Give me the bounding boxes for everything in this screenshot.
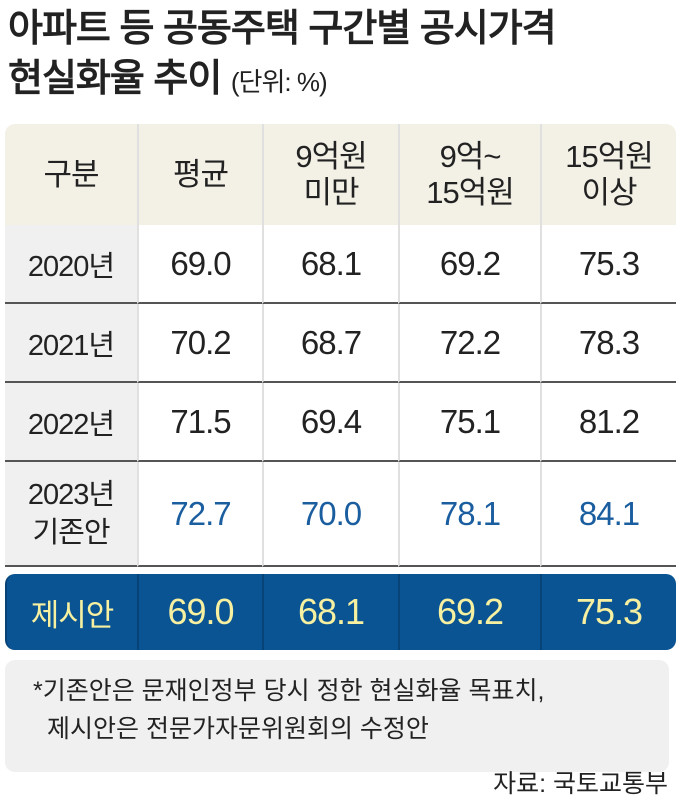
row-label: 제시안 [5,574,137,650]
cell-value: 68.1 [262,225,398,304]
cell-value: 70.2 [137,304,262,383]
cell-value: 72.2 [398,304,540,383]
table-row: 2020년 69.0 68.1 69.2 75.3 [5,225,676,304]
footnote-line-2: 제시안은 전문가자문위원회의 수정안 [47,715,429,743]
data-table: 구분 평균 9억원 미만 9억~ 15억원 15억원 이상 2020년 69.0… [5,124,676,650]
column-header: 9억~ 15억원 [398,124,540,225]
chart-title: 아파트 등 공동주택 구간별 공시가격 현실화율 추이 (단위: %) [8,4,557,107]
cell-value: 71.5 [137,383,262,462]
cell-value: 69.4 [262,383,398,462]
title-line-1: 아파트 등 공동주택 구간별 공시가격 [8,8,557,50]
row-label: 2023년 기존안 [5,462,137,567]
footnote: *기존안은 문재인정부 당시 정한 현실화율 목표치, 제시안은 전문가자문위원… [5,660,669,772]
column-header: 9억원 미만 [262,124,398,225]
cell-value: 84.1 [540,462,676,567]
cell-value: 75.1 [398,383,540,462]
cell-value: 75.3 [540,574,676,650]
footnote-line-1: *기존안은 문재인정부 당시 정한 현실화율 목표치, [33,677,545,705]
cell-value: 75.3 [540,225,676,304]
header-row: 구분 평균 9억원 미만 9억~ 15억원 15억원 이상 [5,124,676,225]
cell-value: 69.2 [398,225,540,304]
cell-value: 68.1 [262,574,398,650]
column-header: 15억원 이상 [540,124,676,225]
proposal-row: 제시안 69.0 68.1 69.2 75.3 [5,574,676,650]
cell-value: 81.2 [540,383,676,462]
table-row: 2021년 70.2 68.7 72.2 78.3 [5,304,676,383]
table-row: 2023년 기존안 72.7 70.0 78.1 84.1 [5,462,676,567]
column-header: 평균 [137,124,262,225]
unit-label: (단위: %) [230,67,328,97]
cell-value: 70.0 [262,462,398,567]
row-label: 2020년 [5,225,137,304]
title-line-2: 현실화율 추이 [8,58,222,100]
table-row: 2022년 71.5 69.4 75.1 81.2 [5,383,676,462]
cell-value: 68.7 [262,304,398,383]
column-header: 구분 [5,124,137,225]
cell-value: 69.2 [398,574,540,650]
cell-value: 69.0 [137,225,262,304]
source-label: 자료: 국토교통부 [493,770,668,798]
cell-value: 72.7 [137,462,262,567]
cell-value: 78.3 [540,304,676,383]
row-label: 2021년 [5,304,137,383]
cell-value: 69.0 [137,574,262,650]
row-label: 2022년 [5,383,137,462]
cell-value: 78.1 [398,462,540,567]
